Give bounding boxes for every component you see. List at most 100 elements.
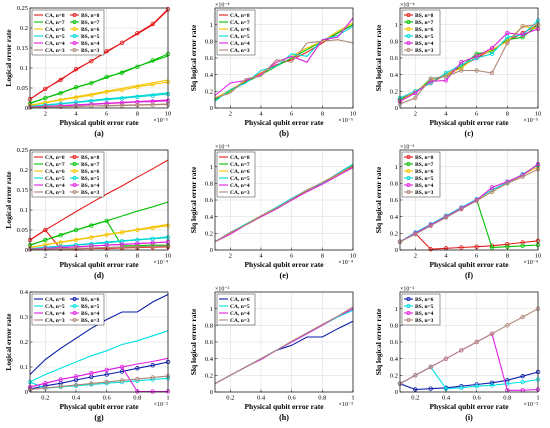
y-axis-multiplier: ×10⁻² [400,287,415,293]
legend-box [401,151,441,198]
series-line-bs-n-3 [29,103,169,109]
data-point [58,246,63,251]
series-line-bs-n-3 [29,245,169,251]
y-tick-label: 0.6 [205,197,214,204]
y-tick-label: 0.8 [205,323,213,330]
x-axis-label: Physical qubit error rate [429,260,509,269]
data-point [428,223,433,229]
legend-marker [72,26,77,31]
data-point [119,238,125,244]
x-tick-label: 10 [350,253,357,260]
panel-caption: (i) [465,413,473,422]
data-point [73,382,79,388]
data-point [119,103,125,108]
x-axis-label: Physical qubit error rate [429,402,509,411]
data-point [43,86,48,91]
data-point [474,51,479,57]
x-tick-label: 6 [105,111,109,118]
legend-marker [406,168,411,173]
panel-caption: (h) [279,413,289,422]
x-tick-label: 6 [290,111,294,118]
x-tick-label: 10 [350,111,357,118]
legend-box [216,151,256,198]
y-axis-label: Slq logical error rate [189,308,198,375]
legend-entry: BS, n=5 [81,176,100,182]
data-point [443,78,449,83]
data-point [135,366,140,371]
x-tick-label: 0.4 [442,395,451,402]
chart-panel-h [214,291,354,393]
data-point [489,245,495,250]
x-tick-label: 8 [506,111,509,118]
data-point [135,241,140,246]
legend-entry: BS, n=4 [415,311,434,317]
y-tick-label: 0.6 [205,55,214,62]
legend-marker [72,189,77,194]
legend-entry: BS, n=4 [415,41,434,47]
x-axis-multiplier: ×10⁻² [339,402,354,408]
legend-entry: CA, n=5 [45,304,65,310]
legend-marker [406,161,411,166]
legend-entry: BS, n=7 [81,162,100,168]
legend-entry: CA, n=4 [45,183,65,189]
legend-entry: CA, n=3 [230,318,250,324]
y-axis-multiplier: ×10⁻³ [400,145,415,151]
y-tick-label: 0.2 [390,231,398,238]
y-tick-label: 0.4 [205,356,214,363]
legend-entry: CA, n=8 [45,155,65,161]
data-point [474,383,479,389]
data-point [443,356,449,361]
data-point [505,30,510,36]
y-tick-label: 0.8 [205,39,213,46]
legend-entry: CA, n=4 [230,183,250,189]
legend-marker [72,19,77,24]
data-point [119,87,125,93]
legend-entry: BS, n=6 [415,297,434,303]
data-point [119,378,125,383]
x-tick-label: 0.4 [72,395,81,402]
data-point [43,237,48,243]
data-point [73,84,79,90]
legend-box [31,293,105,326]
y-tick-label: 0.1 [20,65,28,72]
data-point [489,331,495,336]
legend-box [401,9,441,56]
legend-marker [406,154,411,159]
data-point [119,364,125,370]
data-point [474,54,479,59]
data-point [489,51,495,57]
legend-entry: CA, n=3 [45,190,65,196]
y-axis-label: Slq logical error rate [374,166,383,233]
y-tick-label: 0 [395,247,398,254]
data-point [58,384,63,389]
legend-entry: BS, n=3 [415,48,434,54]
legend-marker [72,41,77,46]
y-axis-label: Slq logical error rate [189,166,198,233]
y-tick-label: 0.15 [17,45,28,52]
legend-entry: BS, n=3 [81,48,100,54]
data-point [474,198,479,204]
legend-entry: CA, n=8 [230,155,250,161]
legend-entry: CA, n=5 [230,176,250,182]
legend-marker [406,41,411,46]
x-axis-multiplier: ×10⁻⁴ [523,260,538,266]
data-point [413,373,418,378]
data-point [459,68,464,73]
legend-entry: BS, n=6 [81,297,100,303]
x-tick-label: 1 [351,395,354,402]
series-line-bs-n-4 [29,100,169,108]
series-line-bs-n-4 [29,366,168,393]
series-line-ca-n-4 [214,167,354,243]
y-tick-label: 1 [395,306,398,313]
data-point [43,104,48,110]
y-axis-label: Slq logical error rate [374,24,383,91]
data-point [459,348,464,353]
data-point [150,58,155,63]
legend-box [216,9,256,56]
x-tick-label: 0.4 [257,395,266,402]
x-axis-label: Physical qubit error rate [244,260,324,269]
x-axis-multiplier: ×10⁻⁵ [153,118,168,124]
legend-entry: BS, n=7 [415,162,434,168]
series-line-ca-n-3 [214,306,354,385]
data-point [119,40,125,45]
